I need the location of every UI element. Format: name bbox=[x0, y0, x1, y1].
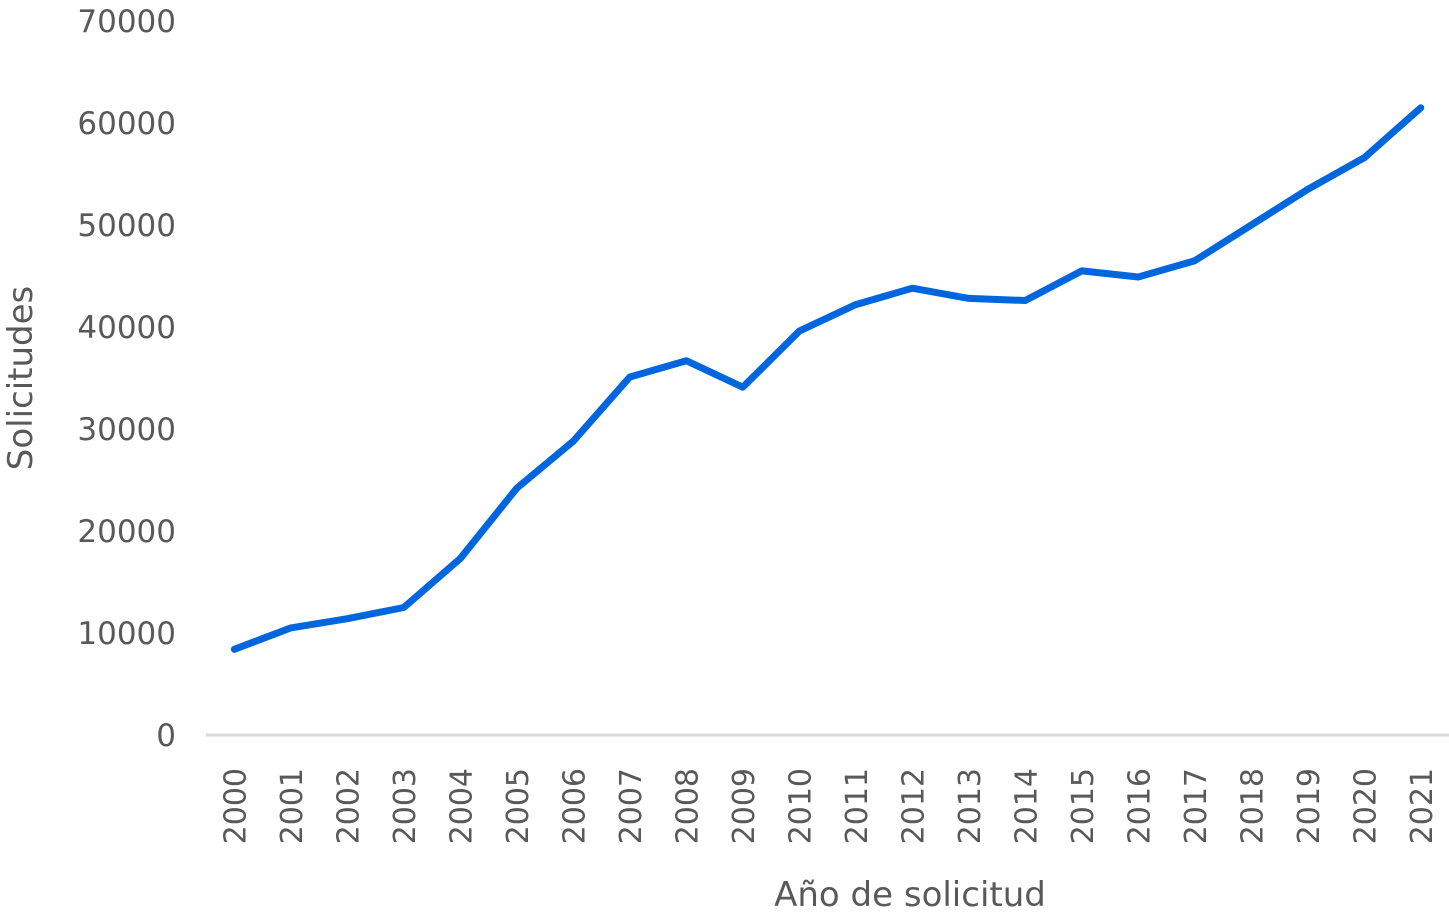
x-tick-label: 2019 bbox=[1292, 768, 1327, 844]
x-tick-label: 2014 bbox=[1009, 768, 1044, 844]
y-tick-labels: 0 10000 20000 30000 40000 50000 60000 70000 bbox=[77, 4, 176, 754]
x-tick-label: 2006 bbox=[557, 768, 592, 844]
x-tick-label: 2011 bbox=[840, 768, 875, 844]
x-tick-label: 2003 bbox=[388, 768, 423, 844]
y-tick-label: 20000 bbox=[77, 514, 176, 550]
x-tick-label: 2017 bbox=[1179, 768, 1214, 844]
x-tick-labels: 2000 2001 2002 2003 2004 2005 2006 2007 2008 2009… bbox=[218, 768, 1440, 844]
y-tick-label: 0 bbox=[156, 718, 176, 754]
x-tick-label: 2016 bbox=[1122, 768, 1157, 844]
x-tick-label: 2018 bbox=[1235, 768, 1270, 844]
x-tick-label: 2020 bbox=[1348, 768, 1383, 844]
x-tick-label: 2015 bbox=[1066, 768, 1101, 844]
y-tick-label: 10000 bbox=[77, 616, 176, 652]
x-tick-label: 2007 bbox=[614, 768, 649, 844]
y-tick-label: 30000 bbox=[77, 412, 176, 448]
x-tick-label: 2001 bbox=[275, 768, 310, 844]
x-tick-label: 2005 bbox=[501, 768, 536, 844]
x-tick-label: 2009 bbox=[727, 768, 762, 844]
y-tick-label: 40000 bbox=[77, 310, 176, 346]
x-tick-label: 2004 bbox=[444, 768, 479, 844]
x-tick-label: 2010 bbox=[783, 768, 818, 844]
x-axis-title: Año de solicitud bbox=[774, 875, 1046, 915]
x-tick-label: 2021 bbox=[1405, 768, 1440, 844]
x-tick-label: 2002 bbox=[331, 768, 366, 844]
x-tick-label: 2012 bbox=[896, 768, 931, 844]
y-axis-title: Solicitudes bbox=[1, 286, 41, 471]
y-tick-label: 60000 bbox=[77, 106, 176, 142]
series-line-solicitudes bbox=[234, 108, 1421, 650]
x-tick-label: 2000 bbox=[218, 768, 253, 844]
x-tick-label: 2013 bbox=[953, 768, 988, 844]
line-chart: 0 10000 20000 30000 40000 50000 60000 70000 200… bbox=[0, 0, 1449, 920]
y-tick-label: 70000 bbox=[77, 4, 176, 40]
x-tick-label: 2008 bbox=[670, 768, 705, 844]
y-tick-label: 50000 bbox=[77, 208, 176, 244]
series-points bbox=[234, 108, 1421, 650]
